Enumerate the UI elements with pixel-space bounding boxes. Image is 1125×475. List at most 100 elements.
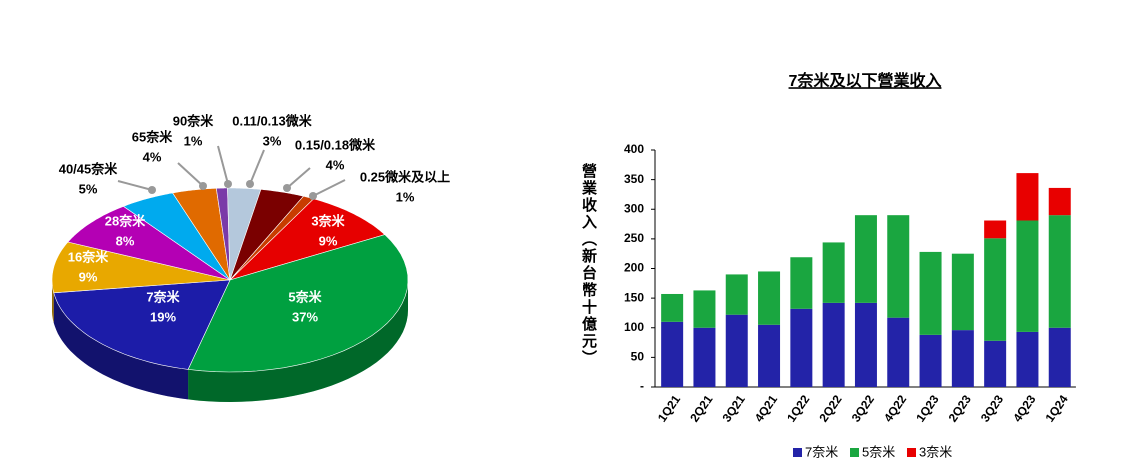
y-tick-label: 400	[624, 142, 644, 156]
leader-dot	[246, 180, 254, 188]
slice-side-shade	[188, 280, 408, 402]
x-tick-label: 1Q22	[784, 392, 812, 424]
pie-slice	[187, 234, 409, 373]
bar-segment	[1016, 220, 1039, 332]
pie-slice	[67, 205, 231, 281]
slice-side	[53, 292, 189, 400]
slice-label: 65奈米	[132, 129, 173, 144]
y-tick-label: 300	[624, 201, 644, 215]
bar-segment	[951, 253, 974, 331]
leader-line	[217, 145, 229, 185]
slice-value-label: 37%	[292, 309, 318, 324]
bar-segment	[822, 302, 845, 387]
bar-segment	[919, 251, 942, 335]
bar-segment	[758, 324, 781, 387]
bar-segment	[1016, 331, 1039, 387]
x-tick-label: 4Q22	[881, 392, 909, 424]
slice-value-label: 19%	[150, 309, 176, 324]
pie-slice	[229, 198, 386, 281]
slice-label: 0.11/0.13微米	[232, 113, 312, 128]
slice-label: 16奈米	[68, 249, 109, 264]
legend-swatch	[907, 448, 916, 457]
leader-line	[286, 167, 311, 189]
legend-swatch	[850, 448, 859, 457]
bar-segment	[693, 290, 716, 328]
bar-segment	[693, 327, 716, 387]
bar-segment	[854, 215, 877, 303]
pie-slice	[122, 192, 231, 281]
slice-label: 28奈米	[105, 213, 146, 228]
pie-slice	[51, 241, 231, 294]
pie-slice	[172, 188, 231, 281]
y-tick-label: 150	[624, 290, 644, 304]
slice-side-shade	[53, 292, 189, 400]
slice-value-label: 1%	[396, 189, 415, 204]
slice-value-label: 5%	[79, 181, 98, 196]
pie-slice	[227, 187, 262, 281]
x-tick-label: 1Q23	[913, 392, 941, 424]
legend-label: 3奈米	[919, 444, 952, 459]
x-tick-label: 1Q21	[655, 392, 683, 424]
legend-swatch	[793, 448, 802, 457]
x-tick-label: 4Q23	[1010, 392, 1038, 424]
pie-slice	[53, 279, 231, 370]
bar-segment	[725, 274, 748, 315]
bar-segment	[661, 321, 684, 387]
x-tick-label: 2Q21	[687, 392, 715, 424]
slice-value-label: 9%	[79, 269, 98, 284]
bar-segment	[984, 340, 1007, 387]
y-tick-label: 100	[624, 320, 644, 334]
slice-value-label: 9%	[319, 233, 338, 248]
x-tick-label: 3Q22	[849, 392, 877, 424]
slice-label: 90奈米	[173, 113, 214, 128]
y-tick-label: 250	[624, 231, 644, 245]
slice-side-shade	[52, 280, 54, 323]
bar-segment	[854, 302, 877, 387]
bar-segment	[1048, 327, 1071, 387]
bar-segment	[790, 308, 813, 387]
x-tick-label: 1Q24	[1042, 392, 1070, 424]
x-tick-label: 3Q21	[719, 392, 747, 424]
bar-segment	[758, 271, 781, 325]
bar-segment	[822, 242, 845, 303]
leader-dot	[309, 192, 317, 200]
pie-slice	[215, 187, 231, 281]
bar-segment	[1048, 215, 1071, 328]
leader-dot	[224, 180, 232, 188]
y-tick-label: -	[640, 379, 644, 393]
slice-value-label: 3%	[263, 133, 282, 148]
leader-dot	[283, 184, 291, 192]
legend-label: 7奈米	[805, 444, 838, 459]
leader-line	[249, 149, 265, 185]
slice-label: 0.15/0.18微米	[295, 137, 376, 152]
x-tick-label: 4Q21	[752, 392, 780, 424]
slice-value-label: 4%	[326, 157, 345, 172]
slice-side	[52, 280, 54, 323]
bar-segment	[984, 238, 1007, 341]
x-tick-label: 2Q23	[946, 392, 974, 424]
slice-value-label: 4%	[143, 149, 162, 164]
bar-segment	[887, 215, 910, 318]
slice-side	[188, 280, 408, 402]
leader-dot	[199, 182, 207, 190]
legend-label: 5奈米	[862, 444, 895, 459]
bar-segment	[661, 293, 684, 322]
bar-segment	[887, 317, 910, 387]
slice-label: 5奈米	[288, 289, 322, 304]
slice-label: 3奈米	[311, 213, 345, 228]
bar-segment	[725, 314, 748, 387]
x-tick-label: 3Q23	[978, 392, 1006, 424]
leader-line	[177, 162, 204, 187]
y-tick-label: 50	[631, 350, 645, 364]
bar-title: 7奈米及以下營業收入	[789, 71, 942, 90]
y-axis-label: 營業收入（新台幣十億元）	[580, 162, 598, 367]
leader-dot	[148, 186, 156, 194]
leader-line	[117, 180, 153, 191]
y-tick-label: 200	[624, 261, 644, 275]
bar-segment	[984, 220, 1007, 239]
slice-label: 0.25微米及以上	[360, 169, 450, 184]
pie-slice	[229, 189, 305, 281]
slice-label: 40/45奈米	[59, 161, 119, 176]
bar-segment	[790, 257, 813, 309]
bar-segment	[1016, 173, 1039, 221]
